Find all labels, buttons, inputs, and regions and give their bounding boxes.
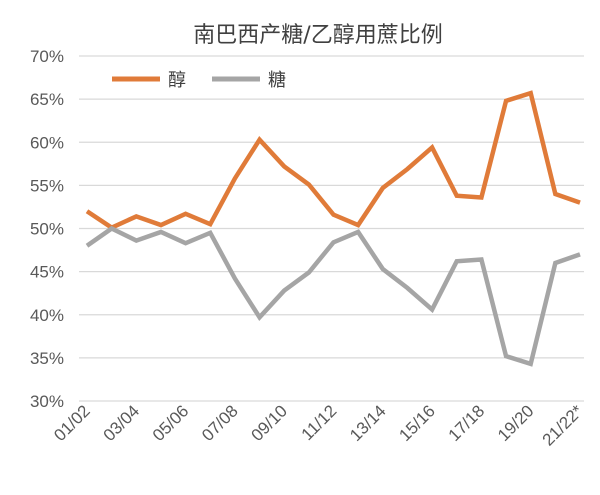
y-tick-label: 65% [30, 90, 64, 109]
legend-label-sugar: 糖 [268, 70, 286, 91]
y-tick-label: 45% [30, 263, 64, 282]
y-tick-label: 30% [30, 392, 64, 411]
y-tick-label: 55% [30, 176, 64, 195]
chart-title: 南巴西产糖/乙醇用蔗比例 [193, 23, 442, 48]
series-line-sugar [85, 225, 581, 367]
y-axis-ticks: 30% 35% 40% 45% 50% 55% 60% 65% 70% [30, 47, 64, 411]
legend: 醇 糖 [112, 70, 286, 91]
x-tick-label: 15/16 [395, 401, 439, 445]
gridlines [79, 55, 584, 402]
x-tick-label: 21/22* [539, 401, 587, 449]
legend-label-ethanol: 醇 [168, 70, 186, 91]
x-axis-ticks: 01/02 03/04 05/06 07/08 09/10 11/12 13/14 15/16… [50, 401, 587, 449]
y-tick-label: 50% [30, 220, 64, 239]
y-tick-label: 40% [30, 306, 64, 325]
x-tick-label: 05/06 [149, 401, 193, 445]
series-line-ethanol [85, 90, 581, 231]
x-tick-label: 17/18 [445, 401, 489, 445]
series-lines [85, 90, 581, 367]
x-tick-label: 11/12 [298, 401, 341, 444]
x-tick-label: 07/08 [198, 401, 242, 445]
x-tick-label: 19/20 [494, 401, 538, 445]
y-tick-label: 60% [30, 133, 64, 152]
x-tick-label: 03/04 [100, 401, 144, 445]
x-tick-label: 13/14 [346, 401, 390, 445]
y-tick-label: 35% [30, 349, 64, 368]
y-tick-label: 70% [30, 47, 64, 66]
x-tick-label: 09/10 [248, 401, 292, 445]
